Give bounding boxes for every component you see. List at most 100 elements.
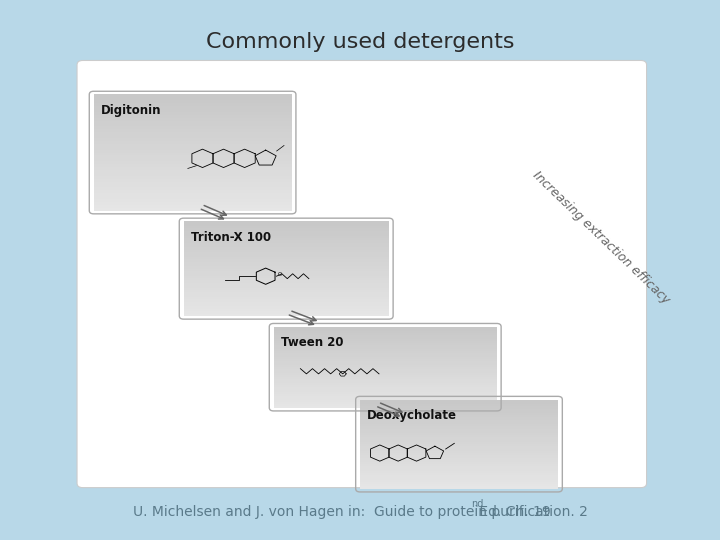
Bar (94, 181, 292, 185)
Bar (94, 156, 292, 158)
Bar (94, 190, 292, 193)
Bar (184, 224, 389, 226)
Bar (184, 285, 389, 287)
Bar (94, 193, 292, 196)
Bar (94, 176, 292, 179)
Bar (360, 480, 558, 482)
Bar (360, 462, 558, 464)
Bar (274, 383, 497, 386)
Bar (274, 357, 497, 359)
Bar (274, 335, 497, 337)
Bar (94, 132, 292, 135)
Bar (274, 351, 497, 353)
Bar (94, 97, 292, 100)
Bar (94, 199, 292, 202)
Bar (274, 343, 497, 345)
Bar (360, 464, 558, 467)
Bar (360, 487, 558, 489)
Bar (184, 240, 389, 242)
Bar (184, 231, 389, 233)
Bar (360, 402, 558, 404)
Text: Commonly used detergents: Commonly used detergents (206, 32, 514, 52)
Bar (274, 369, 497, 372)
FancyBboxPatch shape (77, 60, 647, 488)
Bar (184, 221, 389, 224)
Bar (184, 306, 389, 309)
Text: Triton-X 100: Triton-X 100 (191, 231, 271, 244)
Bar (360, 475, 558, 477)
Bar (274, 397, 497, 400)
Bar (360, 417, 558, 420)
Text: Digitonin: Digitonin (101, 104, 161, 117)
Bar (94, 147, 292, 150)
Bar (94, 138, 292, 141)
Bar (274, 395, 497, 397)
Bar (274, 347, 497, 349)
Bar (274, 377, 497, 379)
Bar (184, 235, 389, 238)
Bar (274, 404, 497, 406)
Bar (184, 245, 389, 247)
Bar (274, 406, 497, 408)
Bar (274, 339, 497, 341)
Bar (94, 100, 292, 103)
Bar (360, 435, 558, 437)
Text: Tween 20: Tween 20 (281, 336, 343, 349)
Bar (184, 273, 389, 276)
Bar (184, 247, 389, 249)
Bar (274, 367, 497, 369)
Bar (274, 330, 497, 333)
Bar (274, 365, 497, 367)
Bar (94, 173, 292, 176)
Bar (94, 124, 292, 126)
Bar (360, 437, 558, 440)
Bar (184, 276, 389, 278)
Bar (360, 431, 558, 433)
Bar (184, 233, 389, 235)
Bar (184, 254, 389, 257)
Bar (184, 299, 389, 302)
Bar (360, 424, 558, 427)
Bar (94, 120, 292, 124)
Bar (184, 283, 389, 285)
Bar (360, 440, 558, 442)
Bar (94, 185, 292, 187)
Bar (94, 109, 292, 112)
Bar (360, 447, 558, 449)
Bar (184, 264, 389, 266)
Bar (360, 451, 558, 453)
Bar (184, 259, 389, 261)
Bar (184, 238, 389, 240)
Bar (94, 187, 292, 190)
Bar (184, 287, 389, 290)
Bar (94, 158, 292, 161)
Bar (360, 449, 558, 451)
Bar (274, 327, 497, 329)
Bar (274, 337, 497, 339)
Bar (94, 202, 292, 205)
Bar (94, 141, 292, 144)
Bar (360, 453, 558, 455)
Bar (360, 406, 558, 408)
Bar (184, 295, 389, 297)
Text: nd: nd (471, 499, 484, 509)
Text: Ed. Ch. 19: Ed. Ch. 19 (475, 505, 551, 519)
Bar (94, 167, 292, 170)
Bar (184, 266, 389, 269)
Bar (274, 361, 497, 363)
Bar (184, 311, 389, 314)
Bar (274, 373, 497, 375)
Text: Increasing extraction efficacy: Increasing extraction efficacy (530, 168, 672, 307)
Bar (274, 394, 497, 395)
Bar (184, 252, 389, 254)
Bar (360, 477, 558, 480)
Bar (94, 150, 292, 152)
Bar (274, 329, 497, 330)
Bar (360, 457, 558, 460)
Bar (274, 392, 497, 394)
Bar (94, 152, 292, 156)
Bar (360, 404, 558, 406)
Bar (94, 135, 292, 138)
Bar (274, 341, 497, 343)
Bar (360, 409, 558, 411)
